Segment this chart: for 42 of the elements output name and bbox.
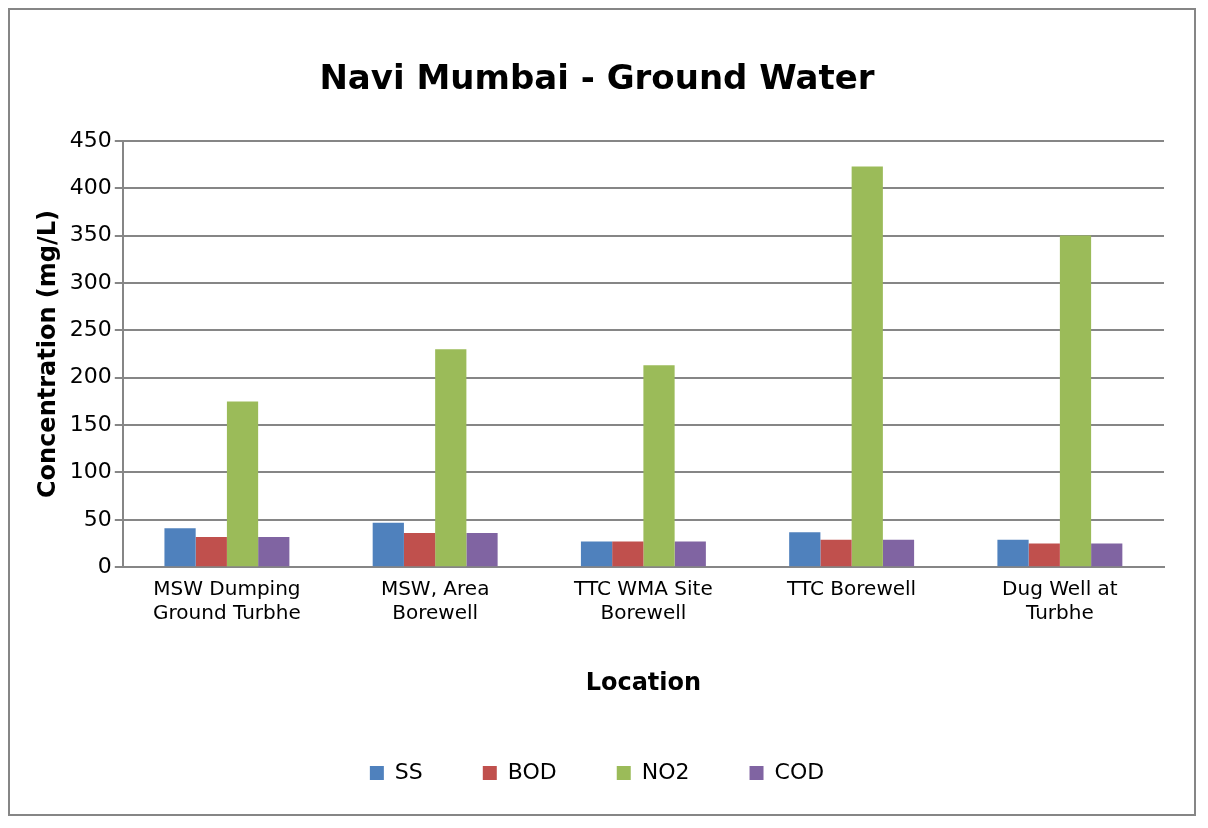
- bar: [372, 522, 404, 567]
- bar: [820, 539, 852, 567]
- y-tick-label: 400: [69, 173, 112, 199]
- legend-label: NO2: [641, 758, 690, 784]
- y-tick-label: 350: [69, 221, 112, 247]
- bar: [851, 166, 883, 567]
- x-tick-label: TTC WMA Site Borewell: [573, 576, 713, 625]
- y-tick-label: 50: [83, 505, 112, 531]
- x-tick-label: MSW, Area Borewell: [380, 576, 490, 625]
- y-tick-label: 450: [69, 126, 112, 152]
- x-axis-title: Location: [585, 667, 702, 696]
- bar: [195, 536, 227, 567]
- bar: [612, 541, 644, 567]
- y-tick-label: 100: [69, 458, 112, 484]
- y-axis-title: Concentration (mg/L): [32, 209, 61, 499]
- x-tick-label: TTC Borewell: [786, 576, 917, 601]
- bar: [435, 349, 467, 567]
- bar: [403, 533, 436, 567]
- legend-label: SS: [394, 758, 423, 784]
- bar: [643, 365, 675, 567]
- bar: [882, 539, 915, 567]
- legend-label: COD: [774, 758, 825, 784]
- x-tick-label: MSW Dumping Ground Turbhe: [153, 576, 301, 625]
- bar: [226, 401, 259, 567]
- y-tick-label: 200: [69, 363, 112, 389]
- y-tick-label: 250: [69, 316, 112, 342]
- bar: [466, 533, 498, 567]
- chart-title: Navi Mumbai - Ground Water: [319, 57, 875, 98]
- y-tick-label: 0: [97, 552, 112, 578]
- y-tick-label: 300: [69, 268, 112, 294]
- bar: [997, 539, 1029, 567]
- y-tick-label: 150: [69, 410, 112, 436]
- x-tick-label: Dug Well at Turbhe: [1002, 576, 1118, 625]
- bar: [789, 532, 821, 567]
- legend-label: BOD: [507, 758, 557, 784]
- bar: [580, 541, 613, 567]
- bar: [674, 541, 706, 567]
- bar: [258, 536, 290, 567]
- bar: [164, 528, 196, 567]
- bar: [1059, 235, 1092, 567]
- bar: [1028, 543, 1060, 567]
- bar: [1091, 543, 1123, 567]
